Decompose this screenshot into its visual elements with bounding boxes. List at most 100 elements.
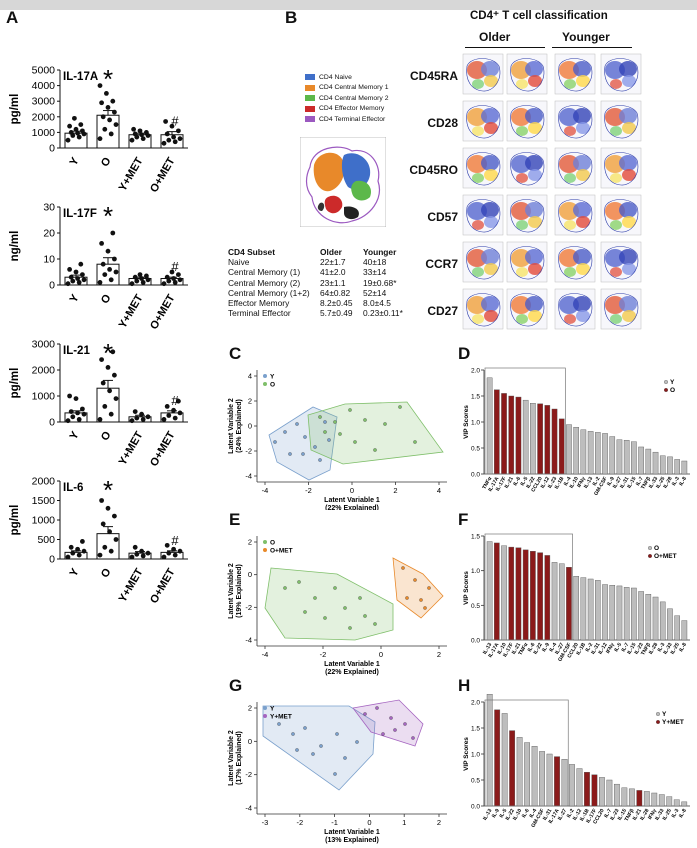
- panel-label-d: D: [458, 344, 471, 363]
- vip-bar-label: IL-23: [634, 642, 645, 656]
- thumb-cluster: [528, 310, 542, 322]
- score-point: [363, 614, 367, 618]
- vip-bar: [587, 578, 594, 641]
- legend-marker: [263, 714, 267, 718]
- legend-item: CD4 Central Memory 1: [305, 83, 389, 94]
- thumb-outline: [466, 58, 501, 92]
- x-axis-title: Latent Variable 1: [324, 497, 380, 504]
- vip-bar: [508, 546, 515, 641]
- y-tick-label: 0.5: [471, 446, 480, 453]
- x-group-label: Y+MET: [117, 292, 146, 330]
- vip-bar: [524, 742, 530, 807]
- vip-bar: [494, 542, 500, 641]
- table-cell: 0.23±0.11*: [363, 308, 403, 319]
- thumb-cluster: [484, 263, 498, 275]
- legend-label: CD4 Central Memory 1: [319, 84, 389, 92]
- thumb-cluster: [516, 79, 528, 89]
- data-point: [171, 407, 177, 413]
- vip-bar: [554, 756, 560, 807]
- vip-bar: [551, 408, 558, 475]
- thumb-outline: [558, 293, 593, 327]
- vip-bar: [595, 432, 601, 475]
- vip-bar: [566, 424, 572, 475]
- data-point: [99, 100, 104, 106]
- vip-bar-label: IL-25: [662, 808, 673, 822]
- legend-item: CD4 Central Memory 2: [305, 93, 389, 104]
- vip-bar-label: IL-22: [525, 476, 536, 490]
- data-point: [140, 136, 146, 142]
- group-hull: [307, 401, 444, 465]
- table-cell: 5.7±0.49: [320, 308, 353, 319]
- vip-bar: [651, 792, 658, 807]
- y-axis-unit: pg/ml: [9, 505, 21, 536]
- thumb-cluster: [528, 216, 542, 228]
- thumb-cluster: [516, 267, 528, 277]
- y-tick-label: 30: [43, 202, 55, 214]
- score-point: [363, 418, 367, 422]
- score-point: [313, 445, 317, 449]
- heatmap-thumb: [506, 241, 548, 283]
- legend-label: Y: [662, 711, 667, 718]
- vip-bar-label: IL-8: [678, 642, 688, 653]
- vip-bar: [623, 587, 630, 641]
- thumb-cluster: [481, 61, 499, 77]
- thumb-cluster: [619, 202, 637, 218]
- vip-bar: [609, 585, 616, 641]
- data-point: [81, 277, 87, 283]
- data-point: [144, 273, 149, 279]
- legend-marker: [263, 540, 267, 544]
- data-point: [110, 98, 116, 104]
- score-point: [323, 430, 327, 434]
- panel-label-c: C: [229, 344, 242, 363]
- data-point: [67, 267, 72, 272]
- vip-bar: [576, 768, 583, 807]
- data-point: [102, 544, 108, 550]
- x-tick-label: 4: [437, 486, 441, 495]
- table-cell: 19±0.68*: [363, 277, 397, 288]
- data-point: [166, 278, 172, 284]
- legend-label: O: [670, 387, 675, 394]
- legend-label: O+MET: [270, 548, 293, 555]
- thumb-cluster: [619, 108, 637, 124]
- vip-bar: [530, 403, 536, 475]
- data-point: [177, 136, 183, 142]
- vip-bar-label: TNFβ: [624, 808, 636, 822]
- score-point: [363, 712, 367, 716]
- data-point: [100, 380, 106, 386]
- vip-bar: [573, 426, 579, 475]
- data-point: [75, 410, 80, 416]
- score-point: [348, 408, 352, 412]
- data-point: [102, 404, 108, 409]
- thumb-cluster: [564, 267, 576, 277]
- data-point: [177, 410, 183, 416]
- score-point: [273, 440, 277, 444]
- data-point: [72, 115, 77, 121]
- score-point: [353, 440, 357, 444]
- y-axis-title: VIP Scores: [463, 737, 470, 771]
- thumb-cluster: [619, 61, 637, 77]
- thumb-cluster: [481, 202, 499, 218]
- thumb-cluster: [525, 296, 543, 312]
- data-point: [169, 123, 175, 129]
- thumb-outline: [604, 105, 639, 139]
- score-point: [389, 716, 393, 720]
- heatmap-thumb: [462, 194, 504, 236]
- vip-bar: [638, 591, 644, 641]
- vip-bar: [501, 393, 507, 475]
- legend-marker: [263, 382, 267, 386]
- bar: [96, 533, 120, 560]
- data-point: [176, 128, 181, 134]
- y-tick-label: 0: [248, 422, 252, 431]
- vip-bar-label: IL-21: [511, 642, 522, 656]
- score-point: [343, 606, 347, 610]
- x-tick-label: -3: [262, 818, 269, 827]
- table-cell: 41±2.0: [320, 267, 346, 278]
- vip-bar-label: IL-10: [569, 476, 580, 490]
- tsne-overview-map: [300, 137, 386, 227]
- vip-bar: [628, 788, 635, 807]
- heatmap-thumb: [462, 100, 504, 142]
- vip-bar: [602, 433, 608, 475]
- y-tick-label: 1000: [32, 127, 56, 139]
- vip-bar-label: IL-13: [583, 476, 594, 490]
- significance-star: *: [103, 475, 113, 505]
